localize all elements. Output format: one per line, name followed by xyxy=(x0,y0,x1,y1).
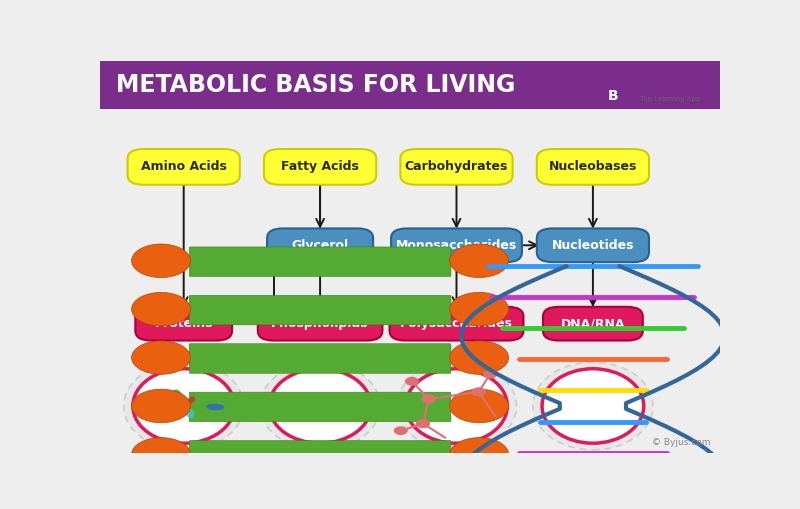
Ellipse shape xyxy=(416,419,430,428)
Ellipse shape xyxy=(206,404,225,410)
Text: Amino Acids: Amino Acids xyxy=(141,160,226,174)
Ellipse shape xyxy=(450,486,509,509)
Text: METABOLIC BASIS FOR LIVING: METABOLIC BASIS FOR LIVING xyxy=(115,73,515,97)
FancyBboxPatch shape xyxy=(543,307,643,341)
FancyBboxPatch shape xyxy=(190,247,451,276)
Ellipse shape xyxy=(450,341,509,374)
Ellipse shape xyxy=(185,408,194,418)
FancyBboxPatch shape xyxy=(135,307,232,341)
FancyBboxPatch shape xyxy=(267,229,373,262)
FancyBboxPatch shape xyxy=(100,61,720,109)
Ellipse shape xyxy=(422,394,435,403)
FancyBboxPatch shape xyxy=(190,344,451,373)
FancyBboxPatch shape xyxy=(190,295,451,325)
Ellipse shape xyxy=(450,389,509,423)
Ellipse shape xyxy=(132,486,190,509)
Ellipse shape xyxy=(394,426,408,435)
Ellipse shape xyxy=(450,244,509,277)
Ellipse shape xyxy=(260,362,380,450)
FancyBboxPatch shape xyxy=(258,307,382,341)
Ellipse shape xyxy=(416,419,430,428)
Ellipse shape xyxy=(405,377,419,386)
Text: Monosaccharides: Monosaccharides xyxy=(396,239,517,252)
Ellipse shape xyxy=(270,369,371,443)
Ellipse shape xyxy=(124,362,244,450)
Ellipse shape xyxy=(472,387,486,397)
FancyBboxPatch shape xyxy=(391,229,522,262)
Ellipse shape xyxy=(472,387,486,397)
FancyBboxPatch shape xyxy=(190,441,451,470)
Ellipse shape xyxy=(450,438,509,471)
Ellipse shape xyxy=(186,397,195,404)
Text: Nucleobases: Nucleobases xyxy=(549,160,637,174)
FancyBboxPatch shape xyxy=(190,392,451,421)
Ellipse shape xyxy=(132,292,190,326)
Ellipse shape xyxy=(132,341,190,374)
Ellipse shape xyxy=(422,394,435,403)
Ellipse shape xyxy=(159,403,180,410)
FancyBboxPatch shape xyxy=(400,149,513,185)
Ellipse shape xyxy=(174,408,182,416)
Text: Polysaccharides: Polysaccharides xyxy=(400,317,513,330)
Ellipse shape xyxy=(542,369,644,443)
Text: DNA/RNA: DNA/RNA xyxy=(561,317,625,330)
FancyBboxPatch shape xyxy=(264,149,376,185)
FancyBboxPatch shape xyxy=(127,149,240,185)
Ellipse shape xyxy=(483,370,497,379)
Text: Proteins: Proteins xyxy=(154,317,213,330)
Ellipse shape xyxy=(533,362,653,450)
Ellipse shape xyxy=(172,389,182,400)
Text: The Learning App: The Learning App xyxy=(639,97,701,102)
Ellipse shape xyxy=(422,394,435,403)
Ellipse shape xyxy=(450,292,509,326)
FancyBboxPatch shape xyxy=(599,86,626,107)
Ellipse shape xyxy=(406,369,507,443)
Text: Carbohydrates: Carbohydrates xyxy=(405,160,508,174)
Text: B: B xyxy=(607,90,618,103)
Text: Glycerol: Glycerol xyxy=(291,239,349,252)
FancyBboxPatch shape xyxy=(537,149,649,185)
FancyBboxPatch shape xyxy=(190,489,451,509)
Ellipse shape xyxy=(133,369,234,443)
Text: © Byjus.com: © Byjus.com xyxy=(652,438,710,447)
Text: BYJU'S: BYJU'S xyxy=(639,85,685,98)
Ellipse shape xyxy=(132,389,190,423)
FancyBboxPatch shape xyxy=(390,307,523,341)
Text: Phospholipids: Phospholipids xyxy=(271,317,369,330)
Text: Nucleotides: Nucleotides xyxy=(552,239,634,252)
Ellipse shape xyxy=(132,244,190,277)
Ellipse shape xyxy=(397,362,517,450)
Text: Fatty Acids: Fatty Acids xyxy=(281,160,359,174)
FancyBboxPatch shape xyxy=(537,229,649,262)
Ellipse shape xyxy=(132,438,190,471)
